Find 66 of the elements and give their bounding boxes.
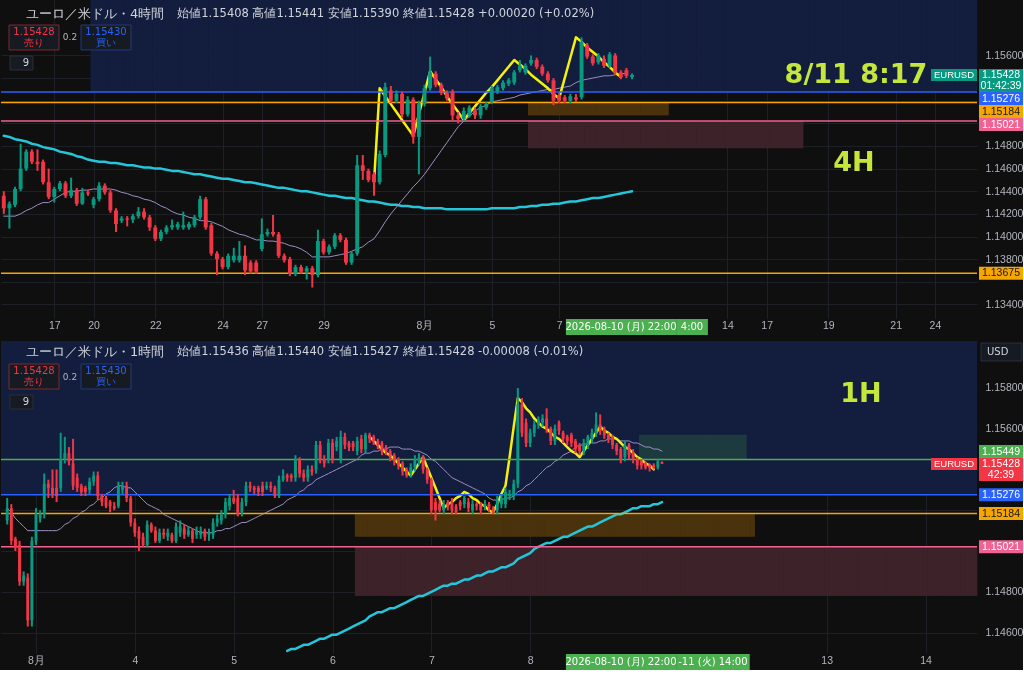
y-tick-label: 1.14800: [985, 585, 1024, 598]
annotation: 売り: [24, 37, 44, 48]
x-tick-label: 27: [256, 318, 269, 331]
annotation: 4H: [833, 146, 875, 177]
ref-line-label: 1.15021: [982, 117, 1021, 130]
text: 4:00: [680, 321, 704, 332]
y-tick-label: 1.14400: [985, 184, 1024, 197]
text: USD: [987, 346, 1009, 357]
x-tick-label: 29: [318, 318, 331, 331]
ref-line-label: 1.15449: [982, 444, 1021, 457]
x-tick-label: 14: [722, 318, 734, 331]
chart-subtitle: 始値1.15436 高値1.15440 安値1.15427 終値1.15428 -0.00008 (-0.01%): [177, 344, 584, 358]
x-tick-label: 6: [330, 653, 337, 666]
y-tick-label: 1.15600: [985, 422, 1024, 435]
x-tick-label: 24: [929, 318, 942, 331]
text: 2026-08-10 (月) 22:00: [565, 656, 677, 667]
y-tick-label: 1.14800: [985, 139, 1024, 152]
x-tick-label: 17: [761, 318, 774, 331]
x-tick-label: 20: [88, 318, 101, 331]
annotation: 売り: [24, 376, 44, 387]
ref-line-label: 1.15184: [982, 104, 1021, 117]
annotation: 1H: [840, 377, 882, 408]
text: 1.15428: [982, 68, 1021, 80]
x-tick-label: 24: [217, 318, 230, 331]
text: -11 (火) 14:00: [678, 656, 748, 667]
x-tick-label: 14: [920, 653, 933, 666]
y-tick-label: 1.15800: [985, 381, 1024, 394]
x-tick-label: 8月: [28, 653, 45, 666]
x-tick-label: 19: [823, 318, 835, 331]
text: 01:42:39: [980, 79, 1022, 91]
y-tick-label: 1.14600: [985, 626, 1024, 639]
chart-title: ユーロ／米ドル・1時間: [26, 344, 165, 359]
x-tick-label: 21: [890, 318, 903, 331]
x-tick-label: 8月: [416, 318, 434, 331]
y-tick-label: 1.15600: [985, 48, 1024, 61]
text: 2026-08-10 (月) 22:00: [565, 321, 677, 332]
ref-line-label: 1.15276: [982, 487, 1021, 500]
annotation: 買い: [96, 376, 116, 387]
x-tick-label: 22: [149, 318, 162, 331]
annotation: 0.2: [62, 32, 78, 42]
x-tick-label: 7: [556, 318, 563, 331]
y-tick-label: 1.13800: [985, 252, 1024, 265]
y-tick-label: 1.14000: [985, 230, 1024, 243]
y-tick-label: 1.14200: [985, 207, 1024, 220]
annotation: 1.15430: [85, 365, 127, 376]
x-tick-label: 4: [132, 653, 139, 666]
text: 1.15428: [982, 457, 1021, 469]
y-tick-label: 1.13400: [985, 297, 1024, 310]
x-tick-label: 13: [821, 653, 834, 666]
x-tick-label: 7: [428, 653, 435, 666]
x-tick-label: 5: [231, 653, 238, 666]
annotation: EURUSD: [933, 458, 975, 469]
ref-line-label: 1.15276: [982, 91, 1021, 104]
ref-line-label: 1.15184: [982, 506, 1021, 519]
x-tick-label: 17: [48, 318, 61, 331]
annotation: 0.2: [62, 372, 78, 382]
ref-line-label: 1.13675: [982, 266, 1021, 279]
x-tick-label: 5: [489, 318, 496, 331]
y-tick-label: 1.14600: [985, 162, 1024, 175]
text: 42:39: [987, 468, 1015, 480]
annotation: 1.15428: [13, 26, 55, 37]
annotation: 9: [22, 396, 30, 407]
annotation: 1.15428: [13, 365, 55, 376]
ref-line-label: 1.15021: [982, 539, 1021, 552]
x-tick-label: 8: [527, 653, 534, 666]
annotation: 9: [22, 57, 30, 68]
